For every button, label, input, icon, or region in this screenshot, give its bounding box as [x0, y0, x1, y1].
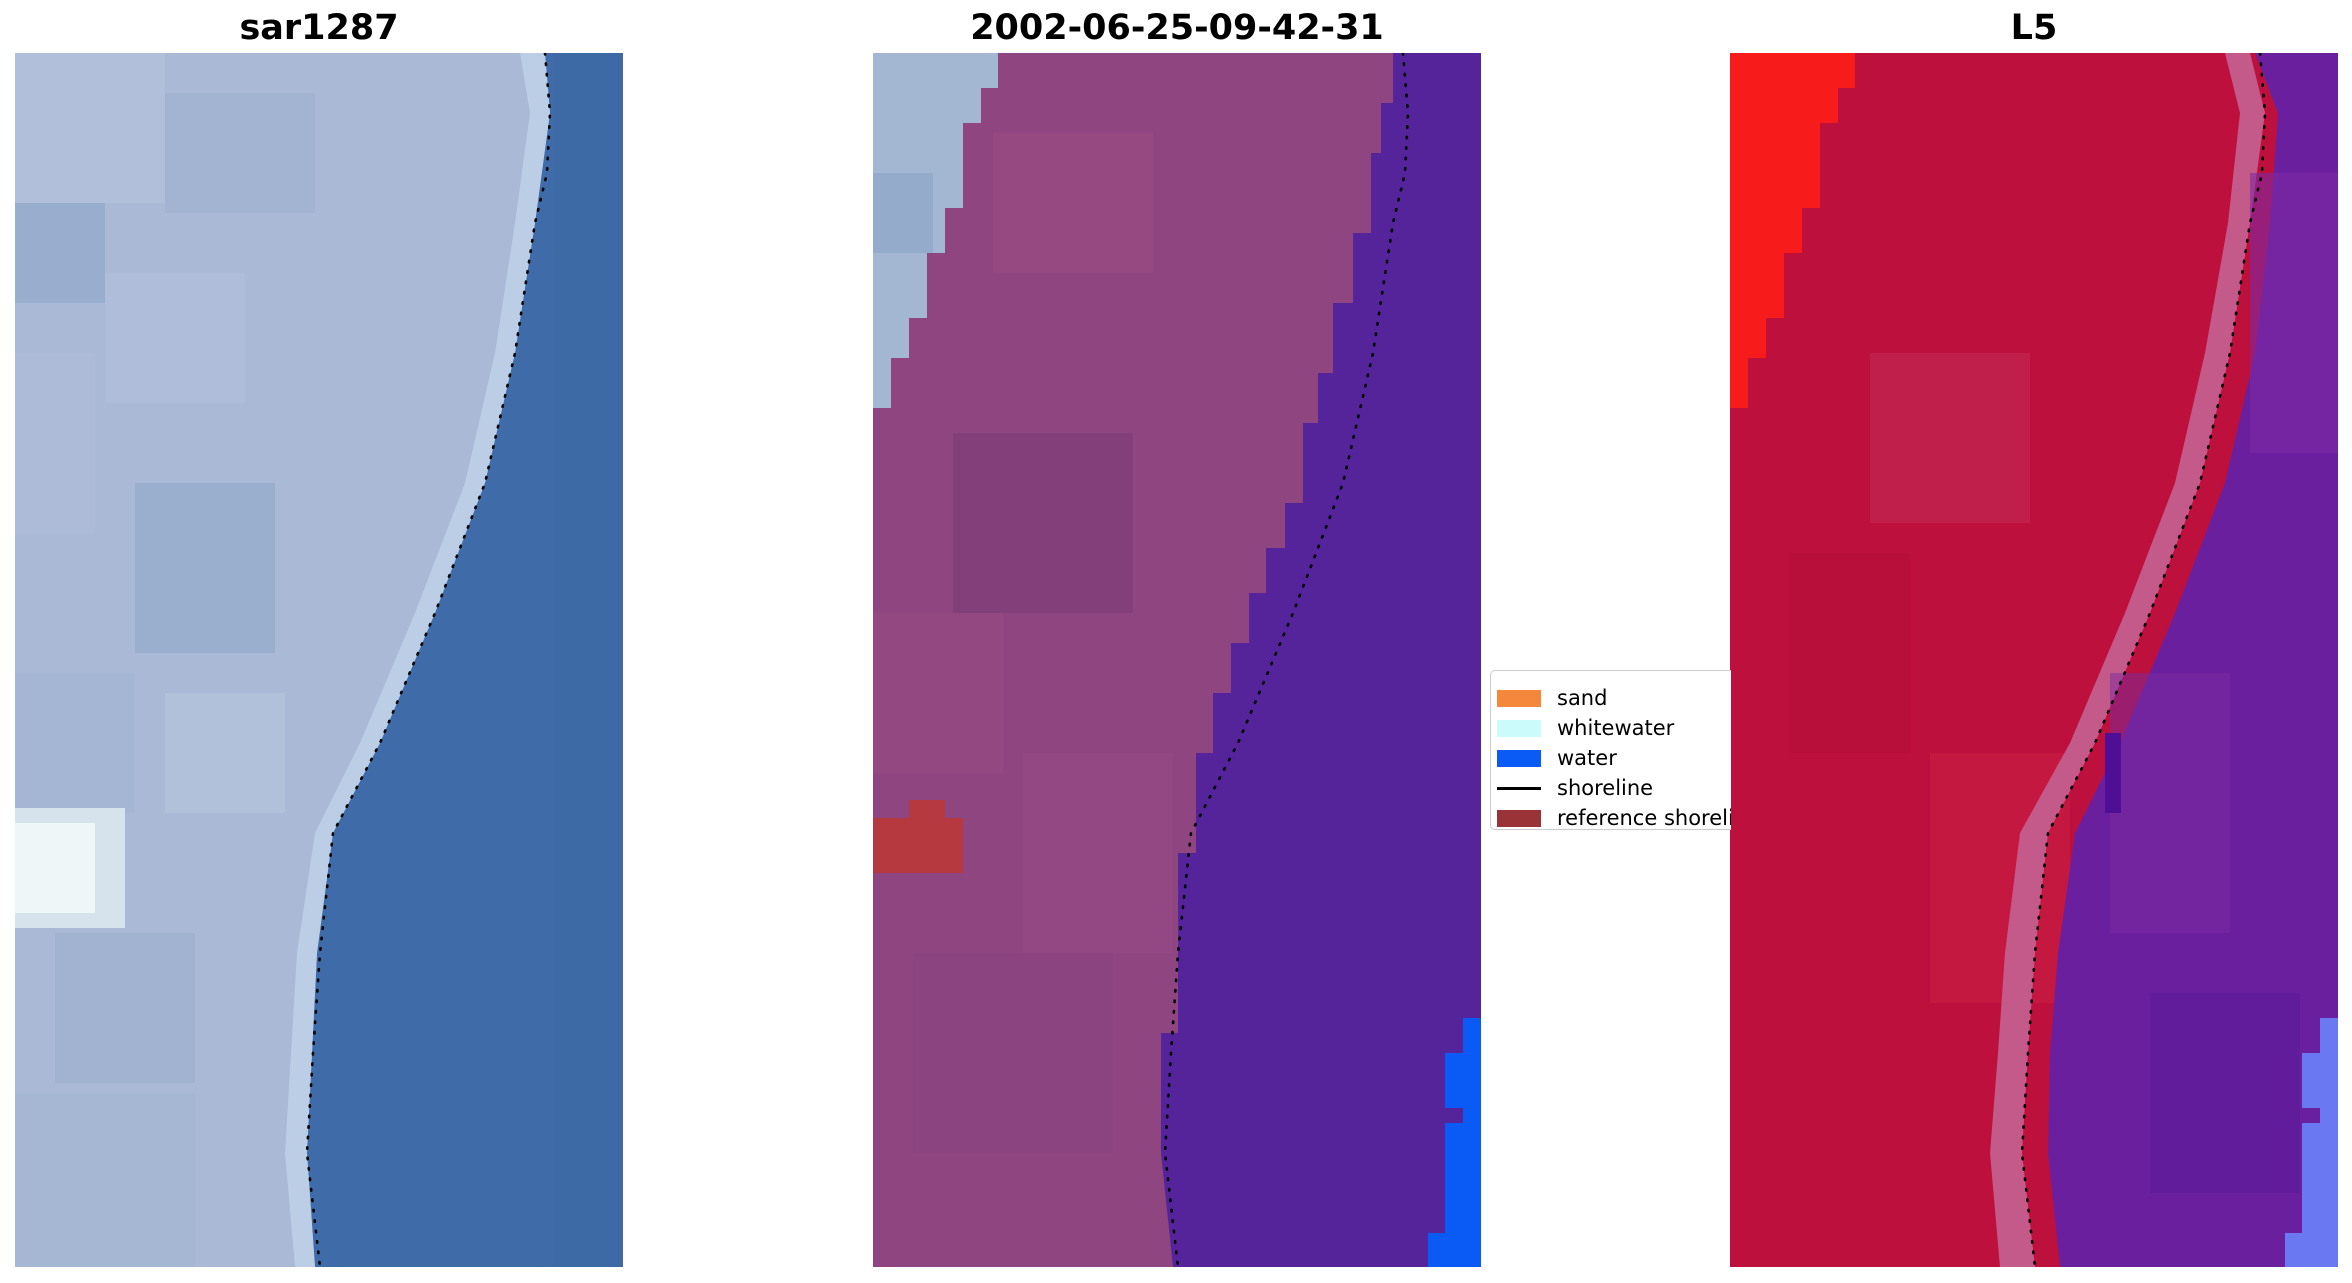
panel-title-index: L5	[2010, 8, 2058, 48]
whitewater-swatch	[1497, 719, 1541, 737]
panel-title-classification: 2002-06-25-09-42-31	[970, 8, 1384, 48]
shoreline-line-swatch	[1497, 786, 1541, 790]
rgb-image	[15, 53, 623, 1267]
legend-item-shoreline: shoreline	[1497, 773, 1653, 803]
legend-label: shoreline	[1557, 776, 1654, 800]
legend-label: sand	[1557, 686, 1608, 710]
index-image	[1730, 53, 2338, 1267]
legend-label: whitewater	[1557, 716, 1675, 740]
legend-label: water	[1557, 746, 1617, 770]
legend-item-whitewater: whitewater	[1497, 713, 1674, 743]
sand-swatch	[1497, 689, 1541, 707]
rgb-image-panel	[15, 53, 623, 1267]
reference-shoreline-swatch	[1497, 809, 1541, 827]
classification-image	[873, 53, 1481, 1267]
legend: sand whitewater water shoreline referenc…	[1490, 670, 1731, 830]
panel-title-rgb: sar1287	[239, 8, 399, 48]
legend-item-sand: sand	[1497, 683, 1607, 713]
index-panel	[1730, 53, 2338, 1267]
water-swatch	[1497, 749, 1541, 767]
legend-item-water: water	[1497, 743, 1617, 773]
legend-item-reference-shoreline: reference shoreline	[1497, 803, 1731, 830]
classification-panel	[873, 53, 1481, 1267]
legend-label: reference shoreline	[1557, 806, 1731, 830]
